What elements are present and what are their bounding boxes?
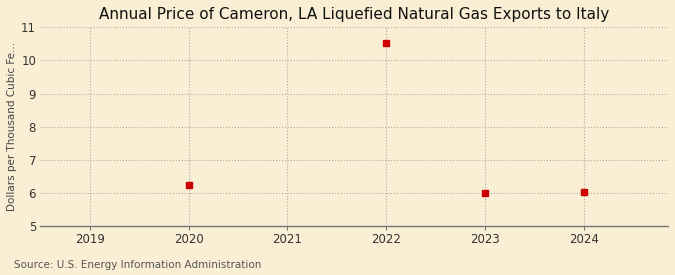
Title: Annual Price of Cameron, LA Liquefied Natural Gas Exports to Italy: Annual Price of Cameron, LA Liquefied Na… [99, 7, 610, 22]
Text: Source: U.S. Energy Information Administration: Source: U.S. Energy Information Administ… [14, 260, 261, 270]
Y-axis label: Dollars per Thousand Cubic Fe...: Dollars per Thousand Cubic Fe... [7, 42, 17, 211]
